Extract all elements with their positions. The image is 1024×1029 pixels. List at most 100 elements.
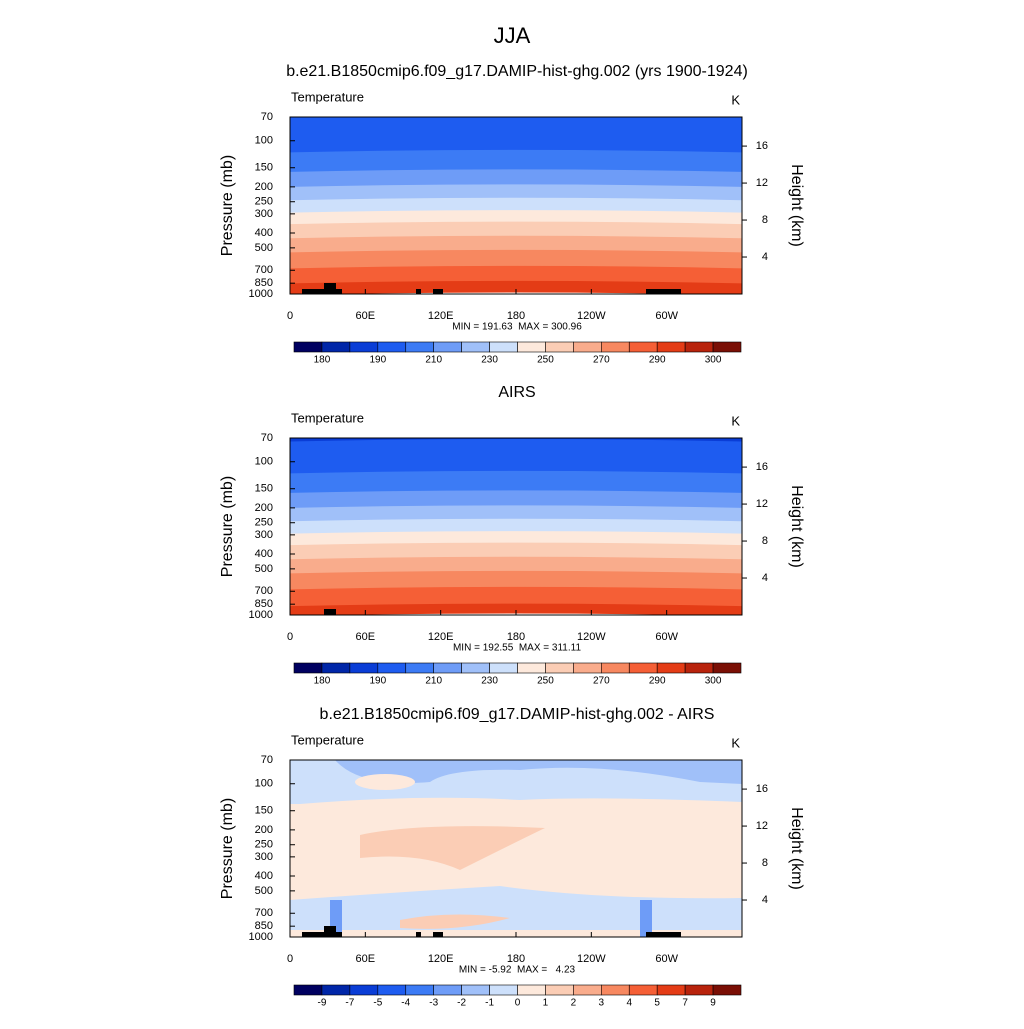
y2-tick-label: 8	[762, 214, 768, 226]
colorbar-label: 270	[593, 355, 610, 366]
colorbar-label: -7	[345, 998, 354, 1009]
colorbar-box	[573, 662, 602, 674]
panel: b.e21.B1850cmip6.f09_g17.DAMIP-hist-ghg.…	[219, 63, 805, 365]
y-tick-label: 850	[255, 920, 273, 932]
colorbar-label: 230	[481, 355, 498, 366]
y-axis-label: Pressure (mb)	[219, 155, 236, 256]
colorbar-box	[517, 662, 546, 674]
colorbar-box	[712, 984, 742, 996]
contour-band	[640, 900, 652, 937]
x-tick-label: 120W	[577, 310, 606, 322]
colorbar-box	[601, 662, 630, 674]
y2-tick-label: 16	[756, 783, 768, 795]
colorbar-box	[517, 984, 546, 996]
colorbar-label: 300	[705, 355, 722, 366]
y2-tick-label: 12	[756, 177, 768, 189]
x-tick-label: 180	[507, 953, 525, 965]
right-label: K	[731, 92, 740, 107]
colorbar-box	[684, 341, 714, 353]
x-tick-label: 0	[287, 310, 293, 322]
contour-band	[290, 265, 742, 285]
colorbar-box	[712, 341, 742, 353]
y-tick-label: 300	[255, 529, 273, 541]
colorbar-box	[321, 341, 351, 353]
y-tick-label: 150	[255, 483, 273, 495]
colorbar-box	[321, 662, 351, 674]
y-tick-label: 500	[255, 242, 273, 254]
contour-band	[355, 774, 415, 790]
contour-band	[290, 438, 742, 443]
colorbar-box	[349, 662, 379, 674]
contour-field	[290, 438, 742, 615]
contour-band	[290, 556, 742, 575]
x-tick-label: 120W	[577, 953, 606, 965]
colorbar-box	[461, 341, 490, 353]
y-tick-label: 250	[255, 839, 273, 851]
colorbar-box	[489, 984, 518, 996]
colorbar-box	[321, 984, 351, 996]
y-tick-label: 1000	[249, 931, 273, 943]
y-tick-label: 250	[255, 517, 273, 529]
colorbar-label: 5	[654, 998, 660, 1009]
colorbar-label: 300	[705, 676, 722, 687]
colorbar-box	[656, 341, 686, 353]
y-tick-label: 300	[255, 208, 273, 220]
contour-band	[290, 169, 742, 188]
y2-tick-label: 4	[762, 572, 768, 584]
panel-title: AIRS	[498, 384, 535, 401]
colorbar-label: -3	[429, 998, 438, 1009]
topography	[302, 289, 342, 294]
y-tick-label: 850	[255, 598, 273, 610]
colorbar-label: 190	[369, 355, 386, 366]
topography	[302, 932, 342, 937]
y-tick-label: 100	[255, 135, 273, 147]
y-tick-label: 300	[255, 851, 273, 863]
colorbar-label: 250	[537, 355, 554, 366]
colorbar-box	[349, 984, 379, 996]
y2-tick-label: 4	[762, 251, 768, 263]
topography	[646, 932, 681, 937]
y-tick-label: 400	[255, 870, 273, 882]
colorbar-box	[573, 341, 602, 353]
contour-band	[290, 886, 742, 930]
contour-field	[290, 760, 742, 937]
topography	[433, 932, 443, 937]
contour-band	[400, 914, 510, 929]
colorbar-label: -9	[317, 998, 326, 1009]
contour-band	[290, 117, 742, 154]
colorbar-label: 250	[537, 676, 554, 687]
y2-tick-label: 8	[762, 857, 768, 869]
contour-band	[290, 470, 742, 494]
y-axis-label: Pressure (mb)	[219, 476, 236, 577]
contour-band	[360, 826, 545, 870]
y-tick-label: 150	[255, 805, 273, 817]
colorbar-label: 2	[571, 998, 577, 1009]
colorbar-label: -4	[401, 998, 410, 1009]
y-tick-label: 100	[255, 456, 273, 468]
colorbar-box	[405, 341, 434, 353]
right-label: K	[731, 413, 740, 428]
y-tick-label: 1000	[249, 288, 273, 300]
colorbar-label: 270	[593, 676, 610, 687]
contour-band	[290, 221, 742, 240]
colorbar-label: 230	[481, 676, 498, 687]
x-tick-label: 180	[507, 310, 525, 322]
contour-band	[290, 490, 742, 509]
y-tick-label: 70	[261, 754, 273, 766]
colorbar-box	[293, 341, 323, 353]
colorbar-label: 290	[649, 676, 666, 687]
colorbar-box	[573, 984, 602, 996]
contour-band	[290, 184, 742, 202]
y2-tick-label: 12	[756, 498, 768, 510]
colorbar-box	[377, 984, 407, 996]
colorbar-box	[656, 662, 686, 674]
colorbar-box	[433, 341, 462, 353]
colorbar-box	[545, 341, 574, 353]
colorbar-box	[712, 662, 742, 674]
x-tick-label: 60E	[356, 953, 376, 965]
x-tick-label: 120W	[577, 631, 606, 643]
colorbar-box	[293, 662, 323, 674]
colorbar-box	[489, 662, 518, 674]
colorbar-label: 190	[369, 676, 386, 687]
